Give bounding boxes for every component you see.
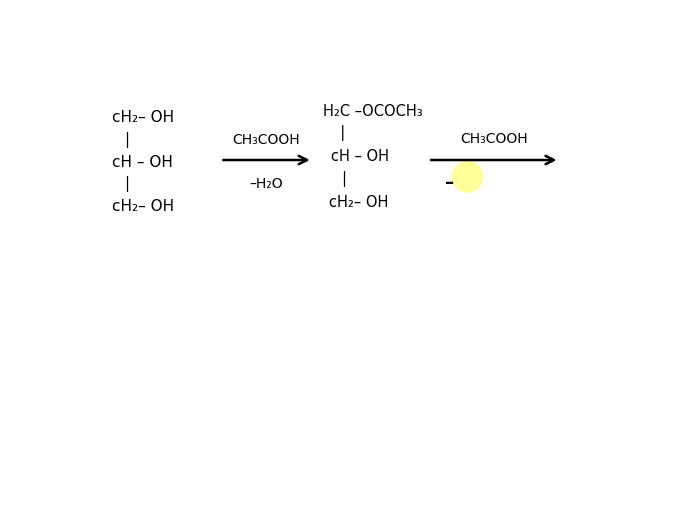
- Text: |: |: [125, 176, 130, 192]
- Text: |: |: [342, 171, 346, 187]
- Text: |: |: [330, 124, 345, 141]
- Text: cH – OH: cH – OH: [330, 149, 388, 164]
- Text: CH₃COOH: CH₃COOH: [232, 133, 300, 147]
- Text: cH₂– OH: cH₂– OH: [329, 195, 389, 210]
- Text: H₂C –OCOCH₃: H₂C –OCOCH₃: [323, 104, 423, 119]
- Text: CH₃COOH: CH₃COOH: [460, 132, 528, 146]
- Ellipse shape: [452, 162, 482, 192]
- Text: |: |: [125, 132, 130, 148]
- Text: cH – OH: cH – OH: [112, 154, 173, 170]
- Text: cH₂– OH: cH₂– OH: [112, 110, 174, 125]
- Text: cH₂– OH: cH₂– OH: [112, 199, 174, 214]
- Text: –H₂O: –H₂O: [250, 177, 284, 191]
- Text: –: –: [445, 174, 454, 193]
